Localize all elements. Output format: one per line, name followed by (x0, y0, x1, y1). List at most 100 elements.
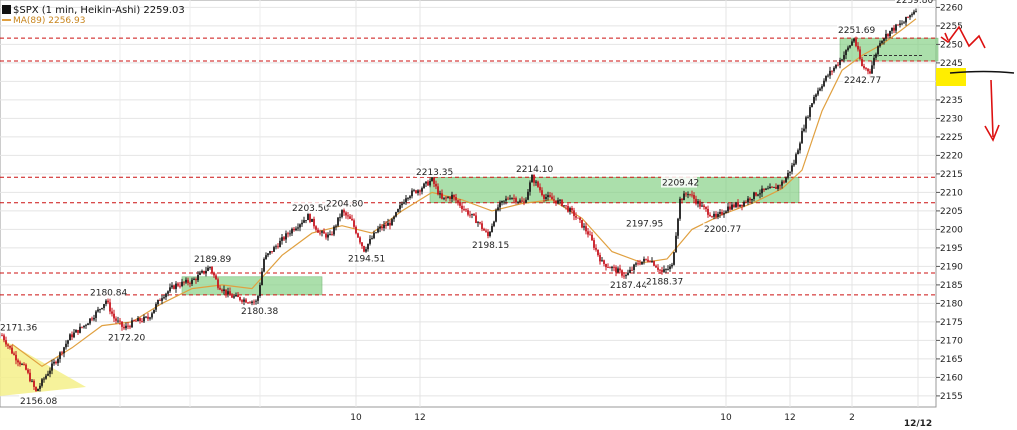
price-label: 2187.44 (610, 281, 647, 291)
candle-body (273, 247, 275, 252)
candle-body (105, 300, 107, 305)
candle-body (909, 15, 911, 18)
candle-body (169, 287, 171, 292)
candle-body (759, 193, 761, 195)
candle-body (197, 274, 199, 281)
candle-body (523, 201, 525, 203)
candle-body (865, 68, 867, 69)
candle-body (893, 27, 895, 31)
candle-body (319, 232, 321, 234)
candle-body (631, 269, 633, 271)
candle-body (39, 385, 41, 389)
candle-body (711, 216, 713, 218)
candle-body (133, 320, 135, 322)
price-label-bg (515, 163, 551, 175)
candle-body (525, 199, 527, 203)
y-axis: 2155 2160 2165 2170 2175 2180 2185 2190 2195 2200… (936, 3, 963, 402)
candle-body (559, 199, 561, 201)
candle-body (41, 379, 43, 386)
candle-body (65, 343, 67, 348)
candle-body (267, 253, 269, 256)
candle-body (569, 208, 571, 212)
consolidation-zone (839, 37, 939, 62)
candle-body (419, 190, 421, 192)
candle-body (605, 263, 607, 268)
candle-body (767, 188, 769, 190)
price-label: 2204.80 (326, 200, 363, 210)
candle-body (907, 16, 909, 18)
price-label: 2214.10 (516, 165, 553, 175)
support-resistance-zones (181, 37, 939, 296)
candle-body (305, 220, 307, 221)
price-label-bg (837, 24, 873, 36)
candle-body (55, 361, 57, 364)
candle-body (125, 325, 127, 329)
candle-body (63, 347, 65, 354)
y-tick-label: 2215 (940, 170, 963, 180)
y-tick-label: 2160 (940, 373, 963, 383)
candle-body (333, 226, 335, 235)
candle-body (437, 186, 439, 195)
candle-body (293, 228, 295, 231)
candle-body (889, 30, 891, 37)
candle-body (175, 283, 177, 289)
candle-body (255, 300, 257, 302)
candle-body (807, 116, 809, 118)
candle-body (461, 205, 463, 210)
candle-body (667, 269, 669, 270)
candle-body (445, 197, 447, 199)
candle-body (295, 228, 297, 231)
price-label: 2213.35 (416, 168, 453, 178)
y-tick-label: 2155 (940, 392, 963, 402)
candle-body (261, 271, 263, 286)
candle-body (741, 204, 743, 207)
candle-body (661, 270, 663, 272)
candle-body (423, 183, 425, 189)
candle-body (563, 205, 565, 207)
moving-average-line (11, 18, 917, 368)
candle-body (365, 249, 367, 252)
candle-body (207, 267, 209, 271)
horizontal-levels (0, 37, 936, 296)
candle-body (459, 202, 461, 206)
candle-body (269, 251, 271, 254)
yellow-triangle-annotation (0, 338, 86, 396)
candle-body (533, 174, 535, 183)
candle-body (721, 212, 723, 215)
candle-body (313, 218, 315, 227)
candle-body (745, 202, 747, 203)
candle-body (625, 275, 627, 277)
candle-body (783, 181, 785, 183)
candle-body (899, 23, 901, 26)
candle-body (755, 192, 757, 196)
candle-body (329, 234, 331, 235)
candle-body (825, 75, 827, 81)
candle-body (199, 272, 201, 275)
candle-body (747, 198, 749, 203)
candle-body (321, 231, 323, 233)
price-label-bg (625, 217, 661, 229)
price-label-bg (415, 166, 451, 178)
candle-body (115, 318, 117, 321)
candle-body (417, 190, 419, 194)
candle-body (693, 195, 695, 199)
candle-body (479, 222, 481, 224)
candle-body (769, 186, 771, 189)
candle-body (691, 194, 693, 196)
y-tick-label: 2255 (940, 22, 963, 32)
candle-body (235, 294, 237, 297)
candle-body (253, 301, 255, 303)
candle-body (553, 199, 555, 201)
candle-body (179, 285, 181, 287)
candle-body (231, 295, 233, 298)
candle-body (831, 70, 833, 72)
candle-body (857, 45, 859, 50)
candle-body (107, 300, 109, 303)
candle-body (593, 240, 595, 248)
candle-body (341, 210, 343, 217)
candle-body (617, 268, 619, 273)
candle-body (701, 205, 703, 207)
chart-logo (2, 5, 11, 14)
candle-body (3, 335, 5, 341)
